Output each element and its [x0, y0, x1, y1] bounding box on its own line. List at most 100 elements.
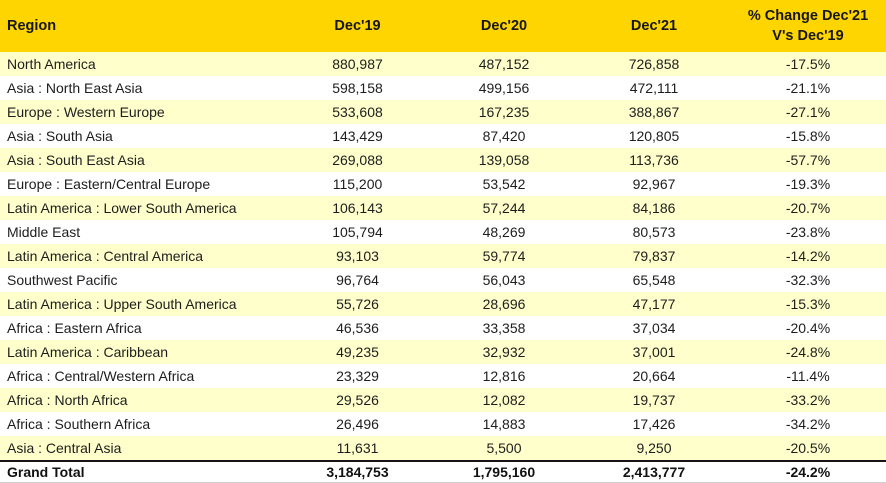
dec21-cell: 79,837 [632, 248, 676, 264]
dec20-cell: 5,500 [486, 440, 522, 456]
region-cell: Southwest Pacific [7, 272, 118, 288]
region-cell: Asia : South East Asia [7, 152, 145, 168]
dec20-cell: 48,269 [482, 224, 526, 240]
dec21-cell: 113,736 [629, 152, 679, 168]
region-cell: Latin America : Caribbean [7, 344, 169, 360]
dec21-cell: 65,548 [632, 272, 676, 288]
table-row: Asia : North East Asia 598,158 499,156 472,… [0, 76, 886, 100]
dec21-cell: 726,858 [628, 56, 680, 72]
grand-total-dec19: 3,184,753 [326, 464, 389, 480]
dec21-cell: 37,001 [632, 344, 676, 360]
region-cell: Africa : Central/Western Africa [7, 368, 195, 384]
dec21-cell: 92,967 [632, 176, 676, 192]
dec20-cell: 487,152 [478, 56, 530, 72]
pct-change-cell: -15.8% [785, 128, 831, 144]
table-row: Latin America : Upper South America 55,72… [0, 292, 886, 316]
region-cell: Asia : North East Asia [7, 80, 143, 96]
dec19-cell: 598,158 [332, 80, 383, 96]
dec21-cell: 9,250 [636, 440, 672, 456]
region-cell: North America [7, 56, 96, 72]
table-row: Latin America : Central America 93,103 59,… [0, 244, 886, 268]
pct-change-cell: -20.7% [785, 200, 831, 216]
region-cell: Middle East [7, 224, 81, 240]
dec20-cell: 12,816 [482, 368, 526, 384]
table-row: Europe : Western Europe 533,608 167,235 388… [0, 100, 886, 124]
pct-change-cell: -15.3% [785, 296, 831, 312]
table-row: Africa : North Africa 29,526 12,082 19,737 -… [0, 388, 886, 412]
dec20-cell: 87,420 [482, 128, 526, 144]
pct-change-cell: -23.8% [785, 224, 831, 240]
table-row: Africa : Eastern Africa 46,536 33,358 37,03… [0, 316, 886, 340]
dec19-cell: 115,200 [332, 176, 383, 192]
dec20-cell: 167,235 [478, 104, 530, 120]
dec19-cell: 105,794 [332, 224, 383, 240]
dec19-cell: 11,631 [336, 440, 379, 456]
dec19-cell: 29,526 [336, 392, 379, 408]
grand-total-dec20: 1,795,160 [472, 464, 536, 480]
dec21-cell: 19,737 [632, 392, 676, 408]
region-cell: Europe : Western Europe [7, 104, 165, 120]
region-cell: Africa : Eastern Africa [7, 320, 142, 336]
dec19-cell: 26,496 [336, 416, 379, 432]
dec21-cell: 120,805 [628, 128, 680, 144]
dec19-cell: 880,987 [332, 56, 383, 72]
column-header-dec19: Dec'19 [334, 18, 381, 34]
dec19-cell: 93,103 [336, 248, 379, 264]
dec20-cell: 499,156 [478, 80, 530, 96]
dec21-cell: 17,426 [632, 416, 676, 432]
dec21-cell: 20,664 [632, 368, 676, 384]
pct-change-cell: -24.8% [785, 344, 831, 360]
dec19-cell: 49,235 [336, 344, 379, 360]
dec21-cell: 388,867 [628, 104, 680, 120]
grand-total-dec21: 2,413,777 [622, 464, 686, 480]
dec20-cell: 59,774 [482, 248, 526, 264]
table-row: Asia : Central Asia 11,631 5,500 9,250 -20.5… [0, 436, 886, 460]
dec21-cell: 84,186 [632, 200, 676, 216]
dec21-cell: 37,034 [632, 320, 676, 336]
dec19-cell: 55,726 [336, 296, 379, 312]
grand-total-row: Grand Total 3,184,753 1,795,160 2,413,77… [0, 460, 886, 483]
pct-change-cell: -33.2% [785, 392, 831, 408]
table-row: Middle East 105,794 48,269 80,573 -23.8% [0, 220, 886, 244]
pct-change-cell: -19.3% [785, 176, 831, 192]
dec20-cell: 57,244 [482, 200, 526, 216]
dec19-cell: 269,088 [332, 152, 383, 168]
dec19-cell: 46,536 [336, 320, 379, 336]
dec19-cell: 533,608 [332, 104, 383, 120]
region-cell: Europe : Eastern/Central Europe [7, 176, 211, 192]
dec19-cell: 23,329 [336, 368, 379, 384]
table-header-row: Region Dec'19 Dec'20 Dec'21 % Change Dec… [0, 0, 886, 52]
pct-change-cell: -57.7% [785, 152, 831, 168]
pct-change-cell: -14.2% [785, 248, 831, 264]
pct-change-cell: -32.3% [785, 272, 831, 288]
dec20-cell: 53,542 [482, 176, 526, 192]
table-row: Asia : South East Asia 269,088 139,058 113,… [0, 148, 886, 172]
dec20-cell: 139,058 [478, 152, 530, 168]
dec21-cell: 80,573 [632, 224, 676, 240]
dec20-cell: 56,043 [482, 272, 526, 288]
pct-change-cell: -20.4% [785, 320, 831, 336]
table-row: Southwest Pacific 96,764 56,043 65,548 -32.3… [0, 268, 886, 292]
dec20-cell: 12,082 [482, 392, 526, 408]
pct-change-cell: -21.1% [785, 80, 831, 96]
region-cell: Asia : South Asia [7, 128, 113, 144]
column-header-dec20: Dec'20 [480, 18, 528, 34]
column-header-dec21: Dec'21 [630, 18, 678, 34]
dec20-cell: 28,696 [482, 296, 526, 312]
pct-change-header-line1: % Change Dec'21 [747, 8, 869, 24]
dec20-cell: 14,883 [482, 416, 526, 432]
pct-change-header-line2: V's Dec'19 [772, 28, 844, 44]
region-cell: Latin America : Central America [7, 248, 204, 264]
table-row: Latin America : Caribbean 49,235 32,932 37,… [0, 340, 886, 364]
pct-change-cell: -17.5% [785, 56, 831, 72]
region-cell: Latin America : Upper South America [7, 296, 237, 312]
column-header-region: Region [7, 18, 57, 34]
table-row: Latin America : Lower South America 106,1… [0, 196, 886, 220]
pct-change-cell: -27.1% [785, 104, 831, 120]
dec19-cell: 96,764 [336, 272, 379, 288]
pct-change-cell: -11.4% [786, 368, 830, 384]
table-row: Asia : South Asia 143,429 87,420 120,805 -15… [0, 124, 886, 148]
pct-change-cell: -34.2% [785, 416, 831, 432]
region-cell: Latin America : Lower South America [7, 200, 237, 216]
